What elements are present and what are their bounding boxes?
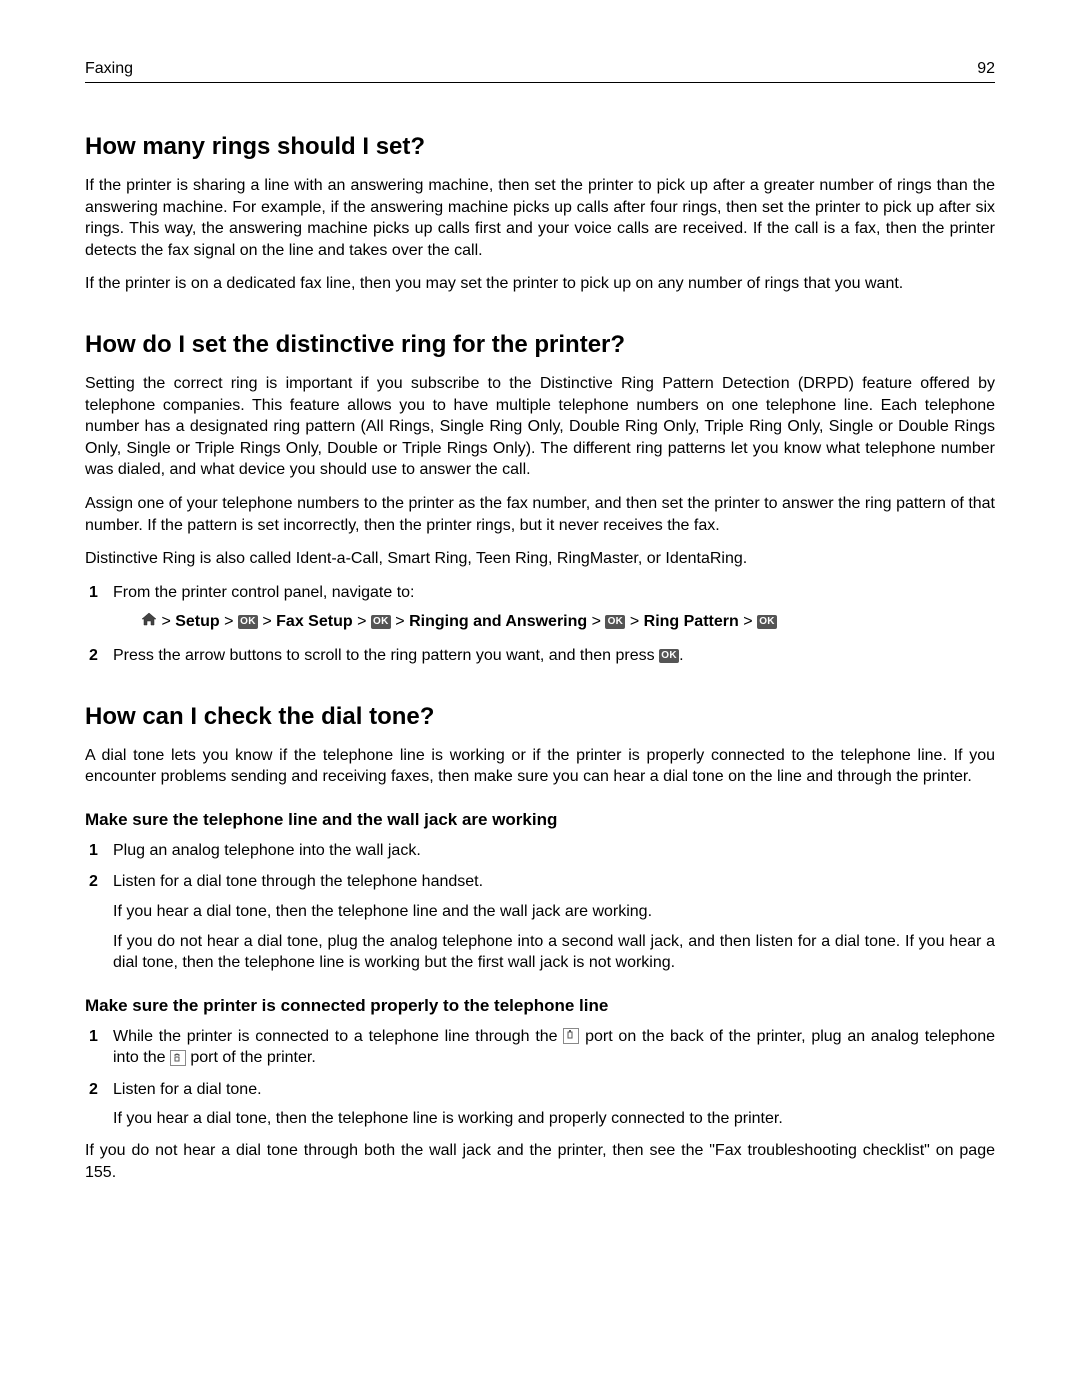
step-text: While the printer is connected to a tele… xyxy=(113,1028,563,1045)
nav-step: Fax Setup xyxy=(276,613,352,630)
page: Faxing 92 How many rings should I set? I… xyxy=(0,0,1080,1397)
steps-list: From the printer control panel, navigate… xyxy=(85,582,995,667)
line-port-icon xyxy=(563,1028,579,1044)
step-note: If you hear a dial tone, then the teleph… xyxy=(113,1108,995,1130)
body-text: If the printer is on a dedicated fax lin… xyxy=(85,273,995,295)
step-note: If you do not hear a dial tone, plug the… xyxy=(113,931,995,974)
page-header: Faxing 92 xyxy=(85,60,995,83)
step-item: While the printer is connected to a tele… xyxy=(85,1026,995,1069)
body-text: If the printer is sharing a line with an… xyxy=(85,175,995,261)
step-item: From the printer control panel, navigate… xyxy=(85,582,995,635)
step-text: . xyxy=(679,647,683,664)
steps-list: While the printer is connected to a tele… xyxy=(85,1026,995,1130)
body-text: Distinctive Ring is also called Ident-a-… xyxy=(85,548,995,570)
body-text: A dial tone lets you know if the telepho… xyxy=(85,745,995,788)
step-item: Plug an analog telephone into the wall j… xyxy=(85,840,995,862)
ok-icon: OK xyxy=(659,649,679,663)
step-item: Listen for a dial tone. If you hear a di… xyxy=(85,1079,995,1130)
body-text: Setting the correct ring is important if… xyxy=(85,373,995,481)
nav-step: Ring Pattern xyxy=(644,613,739,630)
step-text: Listen for a dial tone through the telep… xyxy=(113,873,483,890)
section-title-dial-tone: How can I check the dial tone? xyxy=(85,703,995,731)
step-note: If you hear a dial tone, then the teleph… xyxy=(113,901,995,923)
step-item: Listen for a dial tone through the telep… xyxy=(85,871,995,973)
step-item: Press the arrow buttons to scroll to the… xyxy=(85,645,995,667)
header-page-number: 92 xyxy=(977,60,995,78)
nav-step: Ringing and Answering xyxy=(409,613,587,630)
ok-icon: OK xyxy=(238,615,258,629)
subhead: Make sure the telephone line and the wal… xyxy=(85,810,995,830)
section-title-distinctive-ring: How do I set the distinctive ring for th… xyxy=(85,331,995,359)
step-text: Press the arrow buttons to scroll to the… xyxy=(113,647,659,664)
nav-path: > Setup > OK > Fax Setup > OK > Ringing … xyxy=(141,609,995,635)
home-icon xyxy=(141,609,157,635)
step-text: port of the printer. xyxy=(186,1049,316,1066)
body-text: Assign one of your telephone numbers to … xyxy=(85,493,995,536)
phone-port-icon xyxy=(170,1050,186,1066)
step-text: Listen for a dial tone. xyxy=(113,1081,262,1098)
ok-icon: OK xyxy=(371,615,391,629)
ok-icon: OK xyxy=(605,615,625,629)
section-title-rings: How many rings should I set? xyxy=(85,133,995,161)
subhead: Make sure the printer is connected prope… xyxy=(85,996,995,1016)
header-section: Faxing xyxy=(85,60,133,78)
ok-icon: OK xyxy=(757,615,777,629)
step-text: From the printer control panel, navigate… xyxy=(113,584,415,601)
body-text: If you do not hear a dial tone through b… xyxy=(85,1140,995,1183)
steps-list: Plug an analog telephone into the wall j… xyxy=(85,840,995,974)
nav-step: Setup xyxy=(175,613,219,630)
